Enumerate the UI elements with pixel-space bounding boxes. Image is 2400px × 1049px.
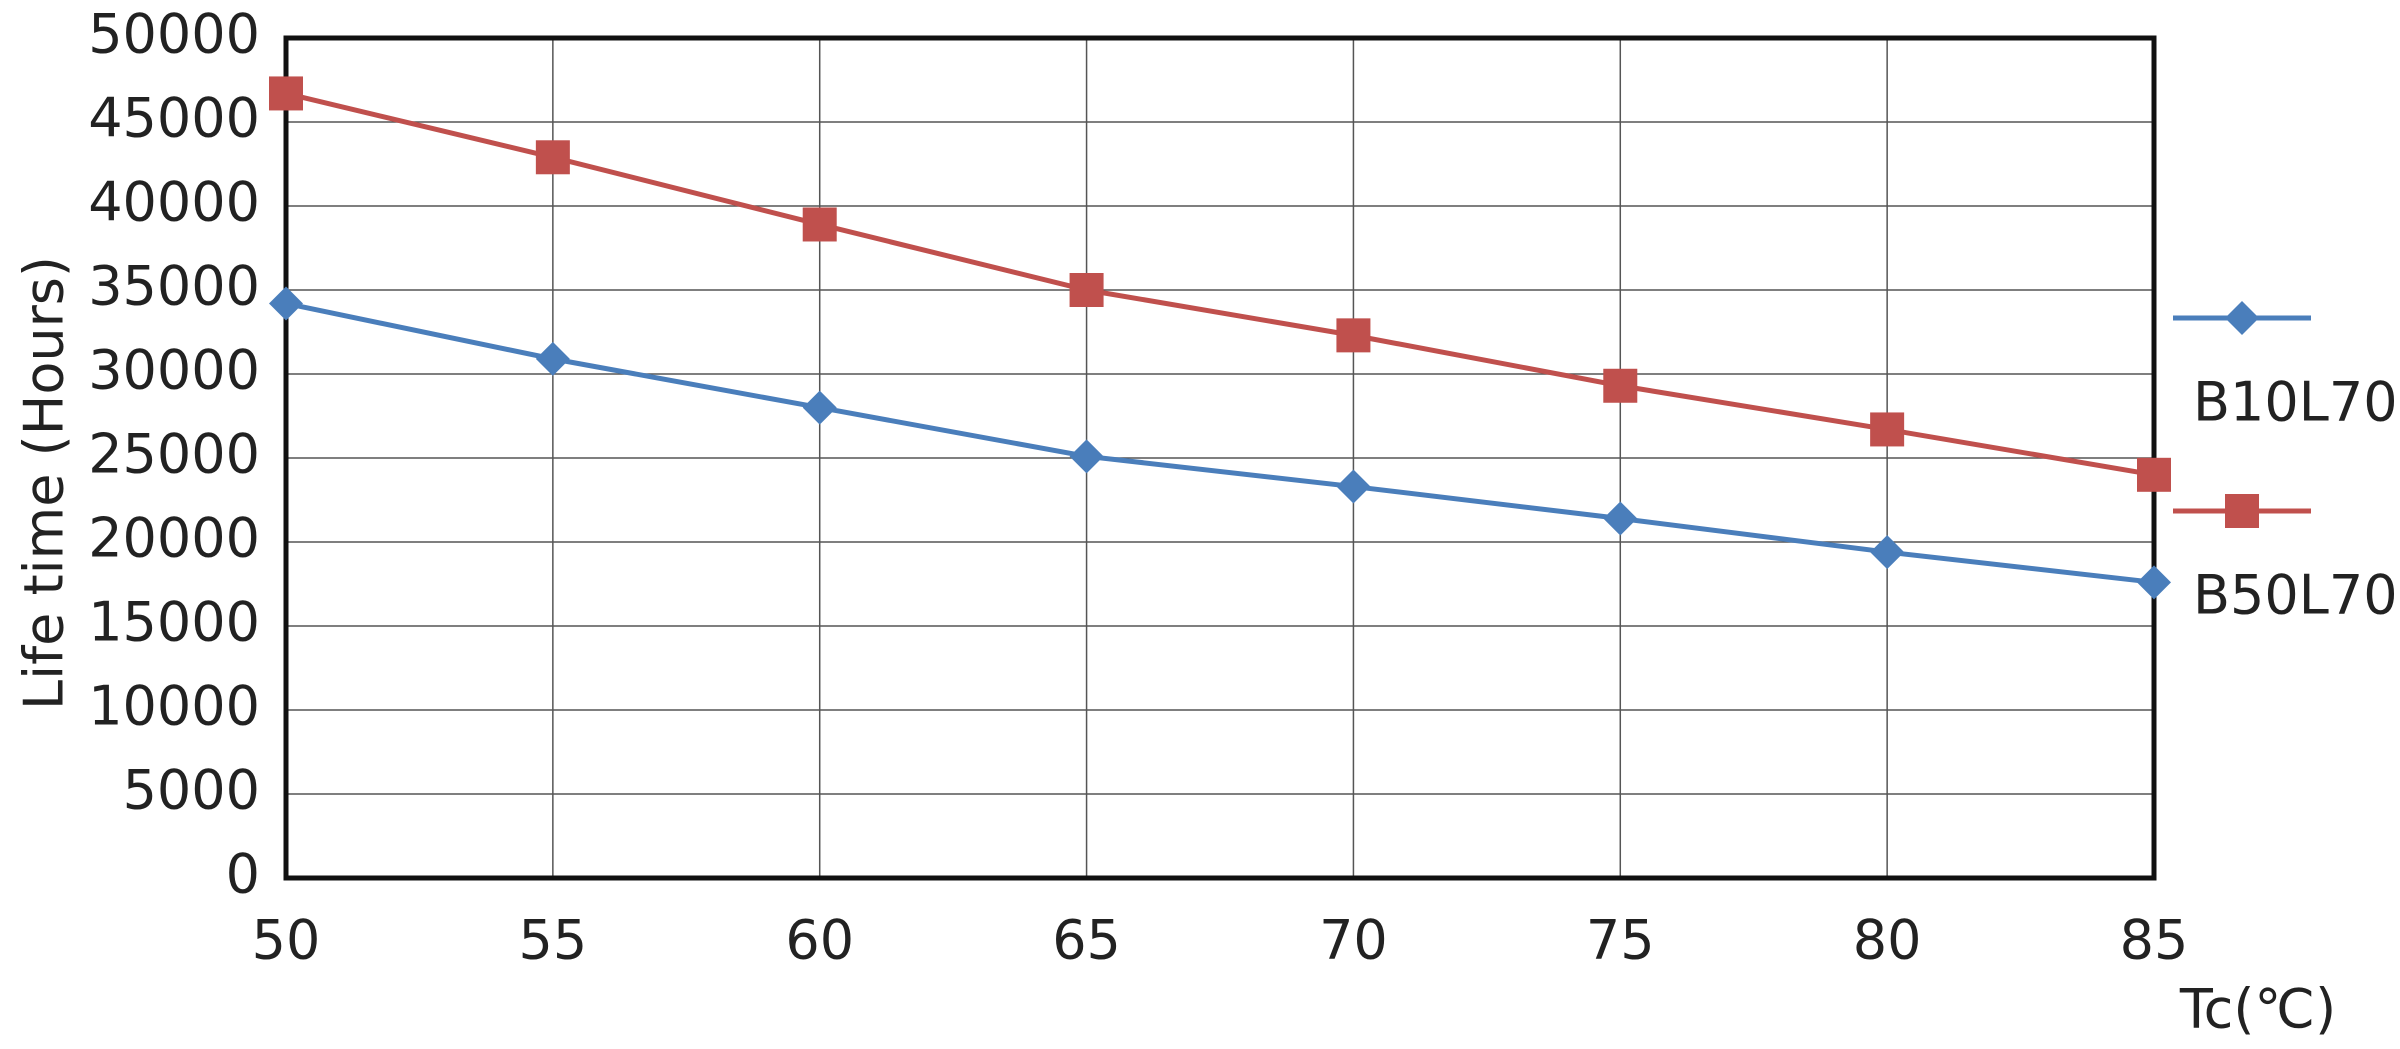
data-point [1870,412,1905,447]
x-tick-label: 55 [518,909,587,972]
data-point [1069,439,1104,474]
x-axis-label: Tc(℃) [2179,978,2336,1041]
x-tick-label: 50 [252,909,321,972]
legend-label: B10L70 [2193,371,2398,434]
y-tick-label: 25000 [88,423,260,486]
x-tick-label: 60 [785,909,854,972]
y-tick-label: 40000 [88,171,260,234]
data-point [1870,535,1905,570]
series-line [285,91,2155,478]
y-tick-label: 50000 [88,3,260,66]
y-tick-label: 10000 [88,675,260,738]
data-point [802,390,837,425]
data-point [269,286,303,321]
y-tick-label: 35000 [88,255,260,318]
legend-marker [2225,494,2259,528]
x-tick-label: 65 [1052,909,1121,972]
y-tick-label: 5000 [123,759,260,822]
legend-label: B50L70 [2193,564,2398,627]
data-point [1603,501,1638,536]
y-tick-label: 15000 [88,591,260,654]
data-point [802,207,837,242]
y-tick-label: 45000 [88,87,260,150]
data-point [1336,318,1371,353]
data-point [1336,469,1371,504]
data-point [2137,457,2171,492]
data-point [2137,565,2171,600]
y-tick-label: 30000 [88,339,260,402]
x-tick-label: 85 [2120,909,2189,972]
data-point [1603,368,1638,403]
legend-marker [2225,301,2259,335]
x-tick-label: 75 [1586,909,1655,972]
x-tick-label: 70 [1319,909,1388,972]
data-point [269,76,303,111]
x-tick-label: 80 [1853,909,1922,972]
y-tick-label: 0 [226,843,260,906]
y-axis-label: Life time (Hours) [13,256,76,710]
data-point [1069,273,1104,307]
data-point [535,341,570,376]
data-point [535,140,570,175]
series-line [285,300,2155,585]
y-tick-label: 20000 [88,507,260,570]
